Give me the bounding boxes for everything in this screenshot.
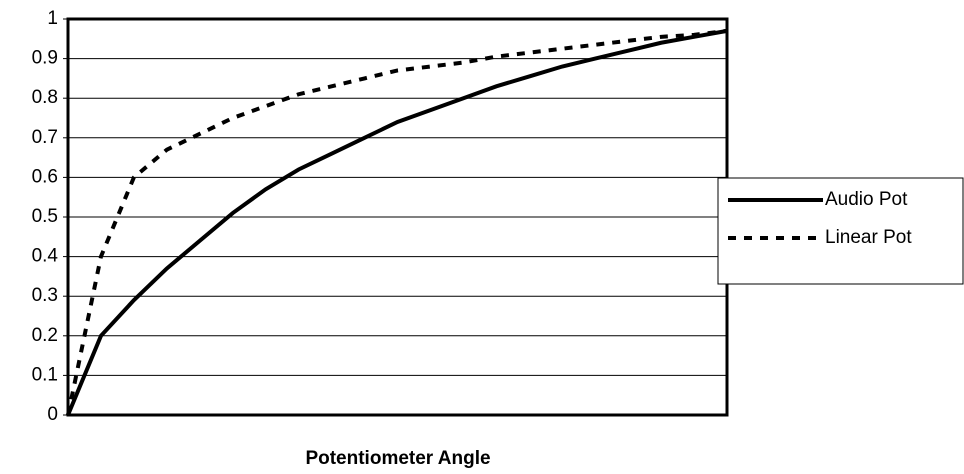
y-tick-label: 0.6 [32,166,58,187]
series-line [66,28,728,416]
y-tick-label: 0.7 [32,127,58,148]
y-tick-label: 0.4 [32,246,59,267]
y-tick-label: 0.9 [32,48,58,69]
y-tick-label: 0.1 [32,364,58,385]
y-tick-label: 1 [47,8,58,29]
legend-label: Audio Pot [825,189,908,210]
y-tick-label: 0.5 [32,206,58,227]
series-line [66,28,728,416]
y-tick-label: 0.3 [32,285,58,306]
y-tick-label: 0 [47,404,58,425]
legend-box [717,177,964,285]
y-tick-label: 0.2 [32,325,58,346]
legend-label: Linear Pot [825,227,912,248]
x-axis-label: Potentiometer Angle [305,448,490,469]
y-tick-label: 0.8 [32,87,58,108]
